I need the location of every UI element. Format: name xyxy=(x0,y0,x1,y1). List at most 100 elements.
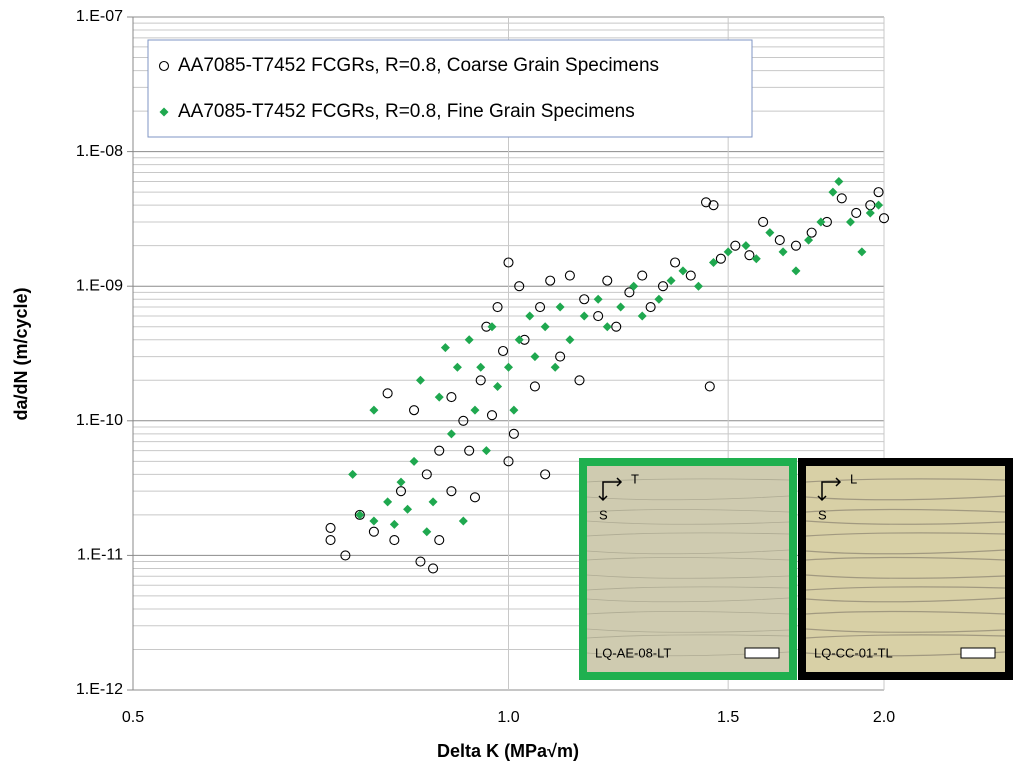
data-point xyxy=(540,322,550,332)
data-point xyxy=(873,187,884,198)
data-point xyxy=(865,208,875,218)
data-point xyxy=(708,200,719,211)
data-point xyxy=(678,266,688,276)
data-point xyxy=(514,281,525,292)
scale-bar xyxy=(744,647,780,659)
data-point xyxy=(389,535,400,546)
data-point xyxy=(383,497,393,507)
data-point xyxy=(415,375,425,385)
data-point xyxy=(486,410,498,421)
data-point xyxy=(481,446,491,456)
data-point xyxy=(504,362,513,372)
grain-boundary xyxy=(586,628,790,633)
diamond-marker xyxy=(159,107,169,117)
data-point xyxy=(574,375,585,386)
data-point xyxy=(530,352,540,362)
grain-boundary xyxy=(805,508,1006,513)
data-point xyxy=(828,187,838,197)
data-point xyxy=(816,217,826,227)
x-axis-title: Delta K (MPa√m) xyxy=(437,741,579,761)
grain-boundary xyxy=(586,611,790,615)
grain-boundary xyxy=(805,634,1006,639)
data-point xyxy=(730,240,741,251)
data-point xyxy=(645,301,656,313)
data-point xyxy=(368,526,379,537)
data-point xyxy=(878,213,890,224)
data-point xyxy=(325,522,336,533)
data-point xyxy=(446,429,456,439)
data-point xyxy=(540,469,551,480)
data-point xyxy=(836,193,847,204)
data-point xyxy=(791,266,801,276)
data-point xyxy=(369,516,379,526)
grain-boundary xyxy=(805,520,1006,525)
circle-marker xyxy=(158,60,170,72)
data-point xyxy=(529,381,540,392)
data-point xyxy=(469,492,481,503)
y-tick-label: 1.E-10 xyxy=(76,412,123,429)
grain-boundary xyxy=(805,628,1006,633)
data-point xyxy=(421,469,432,480)
data-point xyxy=(355,510,365,520)
y-tick-label: 1.E-11 xyxy=(77,547,123,564)
data-point xyxy=(428,497,438,507)
grain-boundary xyxy=(586,549,790,555)
data-point xyxy=(498,345,509,357)
data-point xyxy=(555,351,566,362)
orientation-label: S xyxy=(599,507,608,522)
data-point xyxy=(382,388,393,399)
data-point xyxy=(593,311,604,322)
grain-boundary xyxy=(805,495,1006,501)
orientation-label: T xyxy=(631,471,639,486)
data-point xyxy=(525,311,535,321)
data-point xyxy=(550,362,560,372)
insets: T S LQ-AE-08-LT L S LQ-CC-01-TL xyxy=(579,458,1013,680)
data-point xyxy=(666,276,676,286)
grain-boundary xyxy=(586,478,790,483)
x-tick-label: 2.0 xyxy=(873,709,895,726)
legend-box xyxy=(147,39,753,138)
grain-boundary xyxy=(805,549,1006,555)
data-point xyxy=(774,235,785,246)
data-point xyxy=(434,535,445,546)
micrograph xyxy=(798,458,1013,680)
data-point xyxy=(806,227,817,238)
data-point xyxy=(464,445,475,456)
grain-boundary xyxy=(805,556,1006,561)
points xyxy=(325,176,890,574)
data-point xyxy=(637,311,647,321)
data-point xyxy=(857,247,867,257)
data-point xyxy=(685,270,696,281)
scale-bar xyxy=(960,647,996,659)
data-point xyxy=(751,254,761,264)
y-tick-label: 1.E-07 xyxy=(76,8,123,25)
data-point xyxy=(654,294,664,304)
data-point xyxy=(834,176,844,186)
data-point xyxy=(470,405,480,415)
grain-boundary xyxy=(805,597,1006,603)
data-point xyxy=(704,381,715,392)
data-point xyxy=(389,519,399,529)
grain-boundary xyxy=(805,574,1006,579)
data-point xyxy=(555,302,565,312)
grid xyxy=(127,16,885,691)
data-point xyxy=(579,311,589,321)
data-point xyxy=(475,375,486,386)
data-point xyxy=(535,301,546,313)
grain-boundary xyxy=(586,557,790,561)
data-point xyxy=(340,550,351,561)
x-tick-label: 0.5 xyxy=(122,709,144,726)
grain-boundary xyxy=(805,586,1006,591)
data-point xyxy=(503,257,514,268)
grain-boundary xyxy=(805,532,1006,537)
grain-boundary xyxy=(805,478,1006,483)
data-point xyxy=(741,241,751,251)
data-point xyxy=(464,335,474,345)
data-point xyxy=(851,207,862,219)
data-point xyxy=(624,287,635,298)
data-point xyxy=(348,469,358,479)
x-tick-label: 1.5 xyxy=(717,709,739,726)
grain-boundary xyxy=(586,586,790,591)
data-point xyxy=(804,235,814,245)
